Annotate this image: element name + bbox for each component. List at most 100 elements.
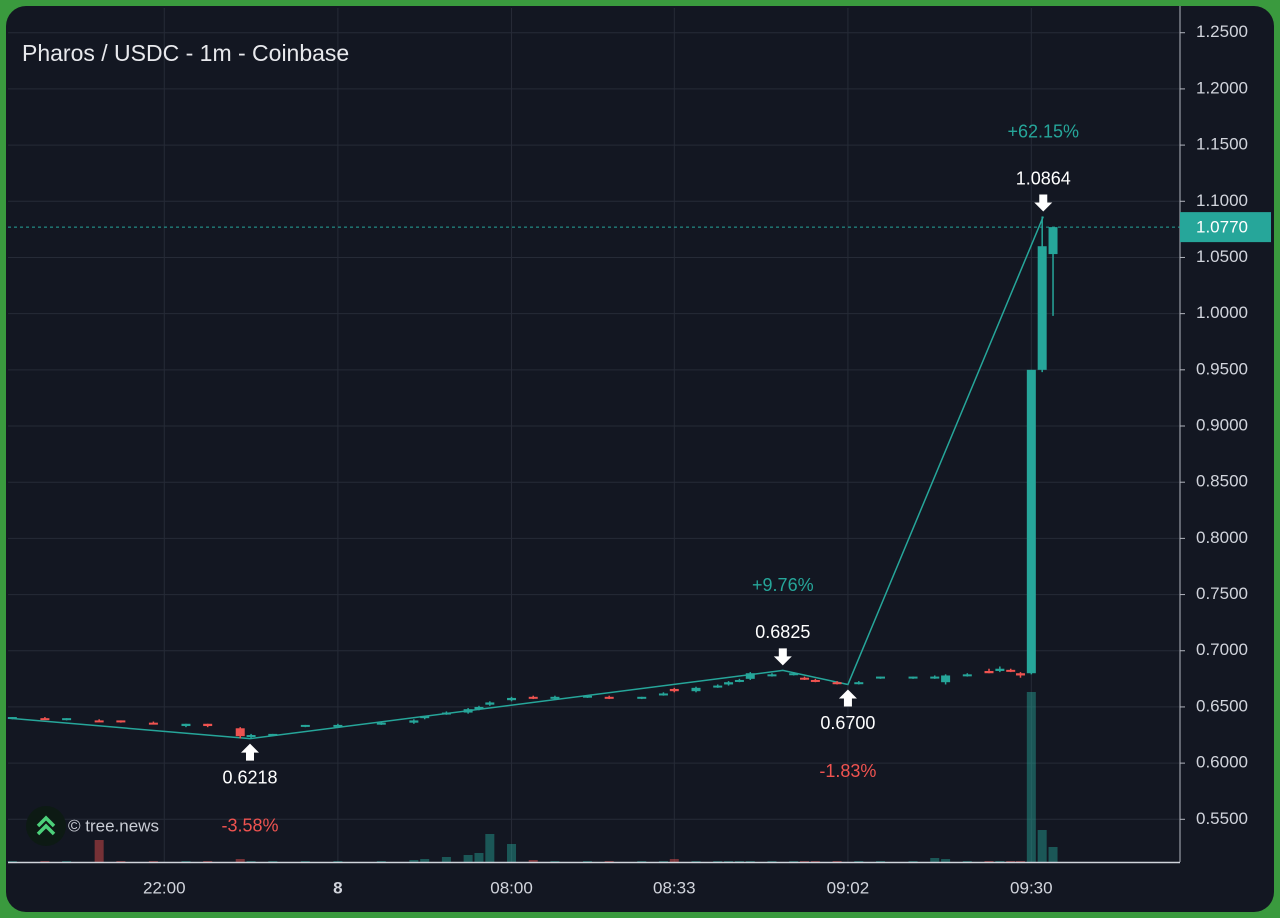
- candle-body: [637, 696, 647, 699]
- volume-bar: [1015, 861, 1025, 862]
- candle-body: [691, 687, 701, 692]
- volume-bar: [767, 861, 777, 862]
- y-tick-label: 0.5500: [1196, 809, 1248, 828]
- y-tick-label: 0.6000: [1196, 753, 1248, 772]
- volume-bar: [463, 855, 473, 862]
- candle-body: [268, 733, 278, 736]
- y-tick-label: 1.1000: [1196, 191, 1248, 210]
- volume-bar: [441, 857, 451, 862]
- candle-body: [800, 677, 810, 680]
- pivot-value-label: 0.6700: [820, 713, 875, 733]
- volume-bar: [930, 858, 940, 862]
- x-tick-label: 09:30: [1010, 878, 1053, 897]
- volume-bar: [116, 861, 126, 862]
- candle-body: [658, 693, 668, 696]
- volume-bar: [1048, 847, 1058, 862]
- candle-body: [582, 695, 592, 698]
- volume-bar: [40, 861, 50, 862]
- y-tick-label: 0.9500: [1196, 359, 1248, 378]
- pivot-arrow: [240, 743, 259, 761]
- volume-bar: [724, 861, 734, 862]
- volume-bar: [94, 840, 104, 862]
- candle-layer: [7, 216, 1058, 739]
- volume-bar: [854, 861, 864, 862]
- volume-bar: [300, 861, 310, 862]
- x-tick-label: 09:02: [827, 878, 870, 897]
- volume-bar: [181, 861, 191, 862]
- candle-body: [941, 675, 951, 683]
- candle-body: [832, 682, 842, 685]
- volume-bar: [810, 861, 820, 862]
- candle-body: [116, 720, 126, 723]
- pivot-value-label: 1.0864: [1016, 168, 1071, 188]
- volume-bar: [908, 861, 918, 862]
- y-tick-label: 1.2000: [1196, 78, 1248, 97]
- candle-body: [181, 723, 191, 727]
- candle-body: [984, 670, 994, 674]
- candle-body: [507, 697, 517, 701]
- candle-body: [1006, 669, 1016, 672]
- volume-layer: [7, 692, 1058, 862]
- volume-bar: [420, 859, 430, 862]
- chart-title: Pharos / USDC - 1m - Coinbase: [22, 40, 349, 66]
- volume-bar: [333, 861, 343, 862]
- y-tick-label: 0.7500: [1196, 584, 1248, 603]
- volume-bar: [582, 861, 592, 862]
- volume-bar: [669, 859, 679, 862]
- candle-body: [62, 718, 72, 721]
- volume-bar: [485, 834, 495, 862]
- candle-body: [713, 685, 723, 688]
- candle-body: [930, 676, 940, 679]
- volume-bar: [1037, 830, 1047, 862]
- pivot-change-label: +9.76%: [752, 575, 814, 595]
- volume-bar: [235, 859, 245, 862]
- last-price-box: [1180, 212, 1271, 243]
- volume-bar: [789, 861, 799, 862]
- candle-body: [908, 676, 918, 679]
- volume-bar: [268, 861, 278, 862]
- volume-bar: [246, 861, 256, 862]
- last-price-label: 1.0770: [1196, 218, 1248, 237]
- candle-body: [485, 702, 495, 705]
- candle-body: [333, 724, 343, 727]
- watermark-text: © tree.news: [68, 816, 159, 835]
- volume-bar: [691, 861, 701, 862]
- pivot-value-label: 0.6825: [755, 622, 810, 642]
- candle-body: [550, 696, 560, 699]
- volume-bar: [376, 861, 386, 862]
- pivot-change-label: +62.15%: [1007, 121, 1079, 141]
- volume-bar: [62, 861, 72, 862]
- volume-bar: [550, 861, 560, 862]
- y-tick-label: 1.0500: [1196, 247, 1248, 266]
- candle-body: [875, 676, 885, 679]
- volume-bar: [1006, 861, 1016, 862]
- candle-body: [1037, 246, 1047, 370]
- y-tick-label: 0.6500: [1196, 696, 1248, 715]
- volume-bar: [984, 861, 994, 862]
- candle-body: [409, 720, 419, 723]
- pivot-value-label: 0.6218: [222, 767, 277, 787]
- candle-body: [300, 724, 310, 727]
- candle-body: [995, 668, 1005, 671]
- pivot-change-label: -3.58%: [221, 815, 278, 835]
- candle-body: [962, 674, 972, 677]
- watermark: © tree.news: [26, 806, 159, 846]
- volume-bar: [962, 861, 972, 862]
- candle-body: [854, 682, 864, 685]
- pivot-arrow: [1034, 194, 1053, 212]
- zigzag-line: [7, 216, 1044, 740]
- zigzag-layer: [7, 216, 1044, 740]
- candle-body: [94, 720, 104, 723]
- candle-body: [1015, 673, 1025, 676]
- y-tick-label: 0.9000: [1196, 415, 1248, 434]
- pivot-arrow: [773, 648, 792, 666]
- y-tick-label: 1.1500: [1196, 135, 1248, 154]
- candle-body: [1026, 369, 1036, 674]
- candle-body: [789, 673, 799, 676]
- volume-bar: [604, 861, 614, 862]
- candle-body: [420, 715, 430, 719]
- volume-bar: [832, 861, 842, 862]
- candle-body: [767, 674, 777, 677]
- candle-body: [528, 696, 538, 699]
